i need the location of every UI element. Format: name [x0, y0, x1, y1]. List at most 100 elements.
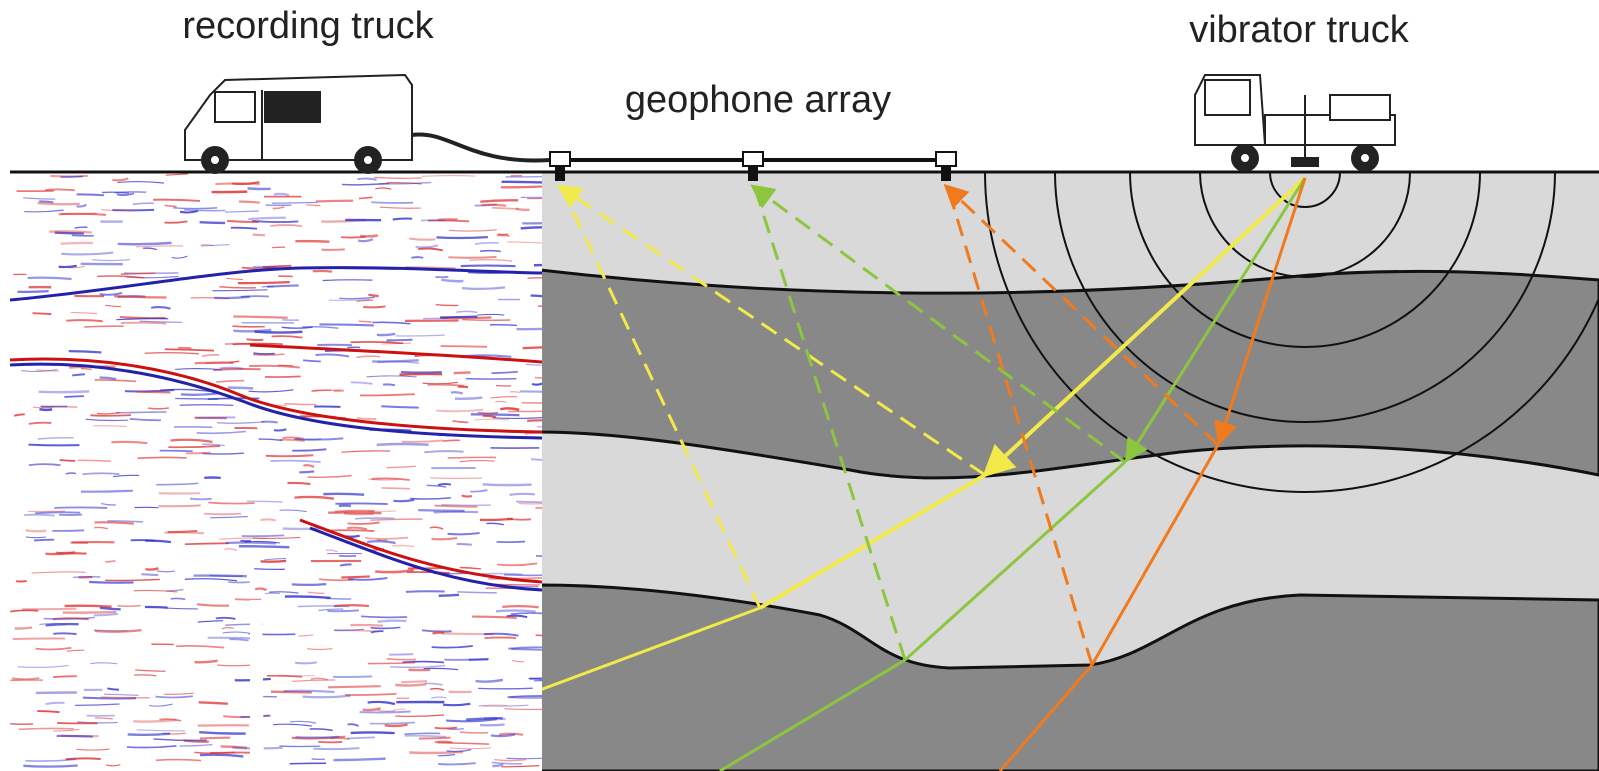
seismic-trace — [254, 569, 285, 570]
seismic-trace — [56, 553, 87, 554]
seismic-trace — [136, 392, 170, 393]
seismic-trace — [434, 506, 477, 507]
seismic-trace — [341, 576, 370, 577]
seismic-trace — [114, 296, 166, 297]
seismic-background — [10, 173, 542, 771]
seismic-trace — [15, 628, 32, 629]
seismic-trace — [378, 621, 407, 622]
seismic-trace — [253, 353, 274, 354]
seismic-trace — [52, 530, 84, 531]
seismic-trace — [45, 189, 74, 190]
vibrator-truck-icon — [1195, 75, 1395, 171]
seismic-trace — [490, 325, 517, 326]
seismic-trace — [327, 610, 358, 611]
seismic-trace — [39, 409, 52, 410]
seismic-trace — [131, 540, 155, 541]
seismic-trace — [478, 688, 533, 689]
seismic-trace — [347, 737, 375, 738]
seismic-trace — [485, 638, 516, 639]
seismic-trace — [247, 339, 264, 340]
seismic-trace — [185, 543, 228, 544]
seismic-trace — [54, 507, 107, 508]
seismic-trace — [328, 686, 381, 687]
seismic-trace — [316, 201, 353, 202]
seismic-trace — [120, 317, 166, 318]
seismic-trace — [19, 728, 74, 729]
seismic-trace — [35, 512, 80, 513]
seismic-trace — [462, 320, 510, 321]
seismic-trace — [424, 451, 463, 452]
seismic-trace — [265, 376, 301, 377]
seismic-trace — [204, 514, 241, 515]
geophone-array-label: geophone array — [625, 79, 891, 121]
seismic-trace — [34, 540, 54, 541]
seismic-trace — [26, 530, 47, 531]
seismic-trace — [65, 606, 112, 607]
seismic-trace — [84, 326, 124, 327]
seismic-trace — [196, 417, 236, 418]
seismic-trace — [361, 616, 407, 617]
seismic-trace — [435, 728, 457, 729]
seismic-trace — [484, 718, 505, 719]
seismic-trace — [200, 738, 230, 739]
dark-layer-1 — [540, 270, 1599, 478]
seismic-trace — [290, 763, 326, 764]
seismic-trace — [377, 334, 395, 335]
seismic-trace — [24, 515, 55, 516]
seismic-trace — [63, 612, 116, 613]
seismic-trace — [23, 765, 77, 766]
seismic-trace — [434, 512, 478, 513]
seismic-trace — [248, 188, 271, 189]
seismic-trace — [296, 737, 340, 738]
seismic-trace — [371, 202, 413, 203]
seismic-trace — [111, 442, 147, 443]
seismic-trace — [393, 219, 412, 220]
seismic-trace — [29, 423, 51, 424]
vibrator-truck-label: vibrator truck — [1189, 9, 1410, 51]
seismic-trace — [350, 625, 383, 626]
seismic-trace — [407, 572, 450, 573]
seismic-trace — [284, 404, 316, 405]
seismic-trace — [441, 280, 463, 281]
seismic-trace — [73, 577, 100, 578]
seismic-trace — [313, 748, 359, 749]
seismic-trace — [171, 598, 186, 599]
seismic-trace — [334, 759, 386, 760]
seismic-trace — [57, 736, 93, 737]
seismic-trace — [72, 374, 85, 375]
seismic-trace — [49, 231, 91, 232]
seismic-trace — [247, 501, 283, 502]
seismic-trace — [266, 455, 313, 456]
seismic-trace — [89, 582, 133, 583]
seismic-trace — [482, 574, 523, 575]
seismic-trace — [77, 194, 104, 195]
seismic-trace — [145, 607, 168, 608]
seismic-trace — [28, 278, 72, 279]
seismic-trace — [241, 296, 269, 297]
seismic-trace — [357, 418, 377, 419]
seismic-trace — [148, 408, 169, 409]
seismic-trace — [460, 732, 488, 733]
seismic-trace — [387, 659, 416, 660]
seismic-trace — [355, 518, 394, 519]
seismic-trace — [411, 257, 423, 258]
seismic-trace — [220, 368, 243, 369]
seismic-section — [10, 173, 581, 771]
seismic-trace — [118, 243, 172, 244]
seismic-trace — [101, 697, 150, 698]
seismic-trace — [252, 221, 298, 222]
seismic-trace — [323, 494, 364, 495]
seismic-trace — [483, 484, 532, 485]
seismic-trace — [242, 535, 284, 536]
seismic-trace — [298, 606, 349, 607]
seismic-trace — [296, 439, 321, 440]
seismic-trace — [272, 202, 317, 203]
seismic-trace — [261, 519, 276, 520]
seismic-trace — [239, 546, 289, 547]
seismic-trace — [181, 393, 217, 394]
recording-truck-icon — [185, 75, 550, 173]
seismic-trace — [368, 295, 378, 296]
seismic-trace — [292, 584, 326, 585]
seismic-trace — [399, 374, 442, 375]
seismic-trace — [383, 384, 395, 385]
